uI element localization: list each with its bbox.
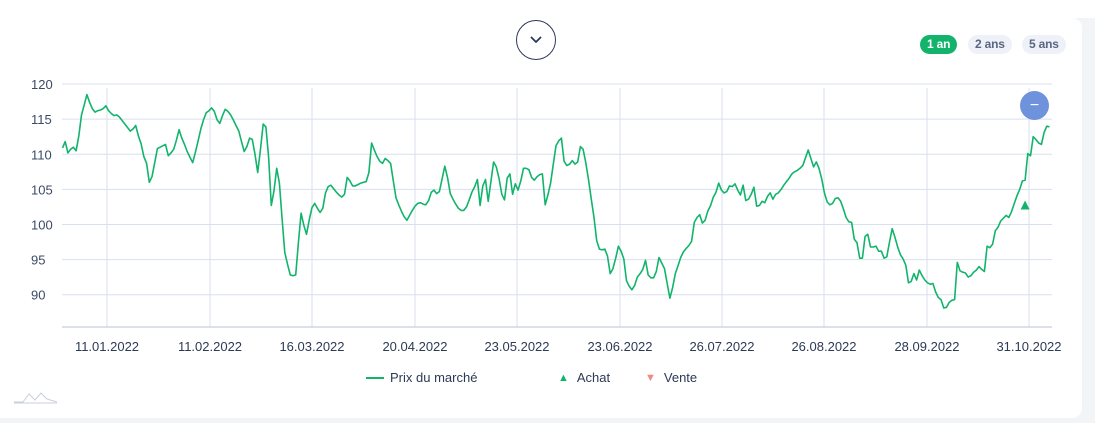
- chevron-down-icon: [530, 31, 542, 49]
- legend-label: Vente: [663, 370, 698, 385]
- market-price-line: [61, 93, 1050, 309]
- y-tick-label: 90: [31, 288, 45, 303]
- x-tick-label: 28.09.2022: [894, 339, 959, 354]
- minus-icon: −: [1029, 96, 1040, 114]
- x-tick-label: 23.05.2022: [484, 339, 549, 354]
- triangle-up-icon: ▲: [558, 371, 569, 384]
- trade-markers: [1020, 200, 1030, 210]
- y-tick-label: 95: [31, 253, 45, 268]
- horizontal-gridlines: [62, 83, 1052, 296]
- y-axis-ticks: 90 95 100 105 110 115 120: [31, 77, 53, 303]
- vertical-gridlines: [106, 88, 1030, 327]
- range-2-years[interactable]: 2 ans: [968, 35, 1012, 54]
- legend-item-buy[interactable]: ▲ Achat: [558, 370, 610, 385]
- x-axis-ticks: 11.01.2022 11.02.2022 16.03.2022 20.04.2022…: [75, 339, 1062, 354]
- triangle-down-icon: ▼: [645, 371, 656, 384]
- x-tick-label: 31.10.2022: [996, 339, 1061, 354]
- collapse-button[interactable]: [516, 20, 556, 60]
- y-tick-label: 100: [31, 217, 53, 232]
- x-tick-label: 26.08.2022: [791, 339, 856, 354]
- x-tick-label: 11.02.2022: [178, 339, 242, 354]
- x-tick-label: 23.06.2022: [587, 339, 652, 354]
- y-tick-label: 110: [31, 147, 52, 162]
- zoom-out-button[interactable]: −: [1020, 91, 1049, 120]
- watermark-logo-icon: [13, 390, 59, 409]
- range-1-year[interactable]: 1 an: [920, 35, 958, 54]
- legend-item-sell[interactable]: ▼ Vente: [645, 370, 697, 385]
- series-layer: [61, 93, 1050, 309]
- y-tick-label: 105: [31, 182, 53, 197]
- x-tick-label: 11.01.2022: [75, 339, 139, 354]
- legend-line-swatch: [366, 376, 384, 379]
- legend-label: Prix du marché: [390, 370, 478, 385]
- top-strip: [0, 0, 1095, 18]
- range-5-years[interactable]: 5 ans: [1022, 35, 1066, 54]
- x-tick-label: 16.03.2022: [279, 339, 344, 354]
- legend-label: Achat: [576, 370, 611, 385]
- x-tick-label: 20.04.2022: [382, 339, 447, 354]
- legend-item-market-price[interactable]: Prix du marché: [366, 370, 477, 385]
- chart-card: [0, 18, 1082, 418]
- x-tick-label: 26.07.2022: [689, 339, 754, 354]
- buy-marker: [1020, 200, 1030, 210]
- y-tick-label: 115: [31, 112, 52, 127]
- y-tick-label: 120: [31, 77, 53, 92]
